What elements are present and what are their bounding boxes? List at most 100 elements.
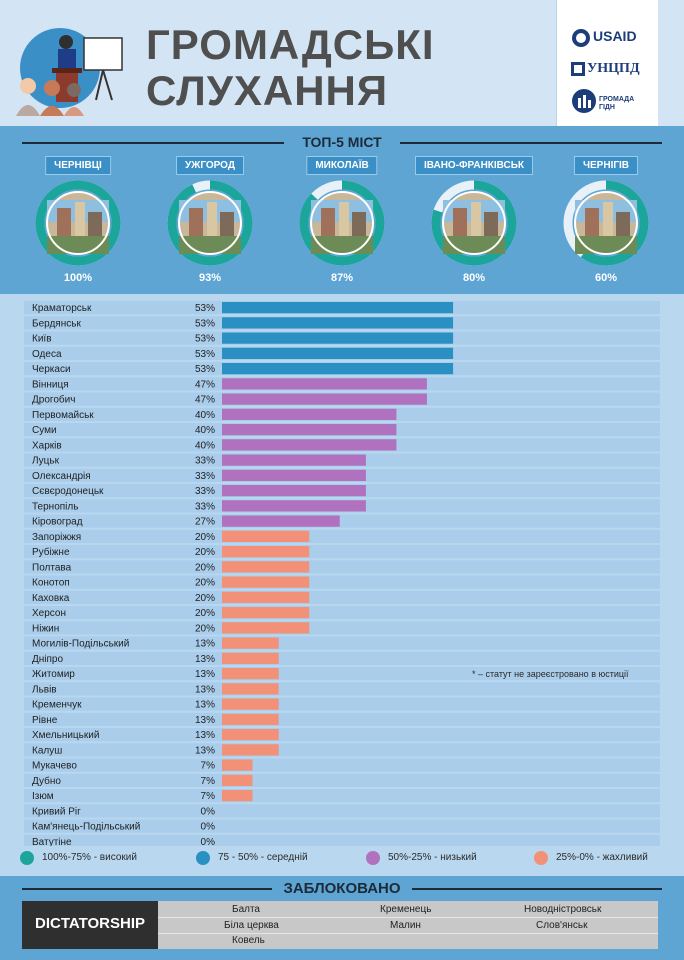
chart-row: Вінниця 47% — [24, 377, 660, 391]
value-label: 20% — [195, 593, 215, 604]
value-label: 27% — [195, 517, 215, 528]
row-track — [24, 682, 660, 696]
legend-swatch-bad — [534, 851, 548, 865]
city-photo-building — [321, 208, 335, 238]
page-title-line2: СЛУХАННЯ — [146, 67, 389, 114]
city-photo-frame — [46, 191, 110, 255]
row-track — [24, 834, 660, 846]
blocked-city: Кременець — [380, 904, 432, 915]
blocked-city: Ковель — [232, 935, 265, 946]
row-track — [24, 575, 660, 589]
blocked-city: Новодністровськ — [524, 904, 602, 915]
ring-progress — [299, 180, 385, 266]
value-label: 7% — [201, 776, 216, 787]
top-city-percent: 93% — [198, 272, 222, 284]
row-track — [24, 728, 660, 742]
city-photo-building — [603, 202, 613, 238]
city-label: Львів — [32, 684, 57, 695]
usaid-logo: USAID — [569, 26, 651, 50]
city-photo-building — [88, 212, 102, 238]
bar — [222, 332, 454, 344]
row-track — [24, 560, 660, 574]
divider — [22, 142, 284, 144]
value-label: 20% — [195, 532, 215, 543]
ranking-bar-chart: Краматорськ 53% Бердянськ 53% Київ 53% Одеса 53… — [24, 301, 660, 846]
city-label: Херсон — [32, 608, 66, 619]
bar — [222, 607, 310, 619]
ggd-logo: ГРОМАДА ГІДН — [569, 88, 651, 116]
value-label: 0% — [201, 822, 216, 833]
legend-swatch-low — [366, 851, 380, 865]
bar — [222, 469, 366, 481]
bar — [222, 500, 366, 512]
ring-progress — [167, 180, 253, 266]
bar — [222, 744, 279, 756]
row-track — [24, 621, 660, 635]
city-label: Ізюм — [32, 791, 54, 802]
ranking-chart: Краматорськ 53% Бердянськ 53% Київ 53% Одеса 53… — [0, 294, 684, 876]
value-label: 20% — [195, 608, 215, 619]
row-track — [24, 697, 660, 711]
city-label: Мукачево — [32, 761, 77, 772]
row-track — [24, 636, 660, 650]
city-label: Ватутіне — [32, 837, 72, 846]
bar — [222, 424, 397, 436]
bar — [222, 408, 397, 420]
chart-row: Львів 13% — [24, 682, 660, 696]
row-track — [24, 590, 660, 604]
chart-row: Кам'янець-Подільський 0% — [24, 819, 660, 833]
blocked-city: Малин — [390, 920, 421, 931]
top-city-3: МИКОЛАЇВ 87% — [282, 156, 402, 288]
legend-label: 50%-25% - низький — [388, 852, 477, 863]
top-city-5: ЧЕРНІГІВ 60% — [546, 156, 666, 288]
top-city-percent: 80% — [462, 272, 486, 284]
value-label: 13% — [195, 639, 215, 650]
bar — [222, 347, 454, 359]
divider — [400, 142, 662, 144]
city-label: Каховка — [32, 593, 70, 604]
legend: 100%-75% - високий 75 - 50% - середній 5… — [20, 849, 670, 867]
row-track — [24, 819, 660, 833]
city-label: Олександрія — [32, 471, 91, 482]
chart-row: Конотоп 20% — [24, 575, 660, 589]
city-label: Бердянськ — [32, 318, 81, 329]
row-track — [24, 514, 660, 528]
chart-row: Тернопіль 33% — [24, 499, 660, 513]
top-city-name: МИКОЛАЇВ — [306, 156, 378, 175]
value-label: 33% — [195, 486, 215, 497]
partner-logos: USAID УНЦПД ГРОМАДА ГІДН — [556, 0, 658, 126]
city-label: Дніпро — [32, 654, 63, 665]
value-label: 20% — [195, 562, 215, 573]
bar — [222, 393, 427, 405]
bar — [222, 546, 310, 558]
blocked-cities-box: Балта Біла церква Ковель Кременець Малин… — [158, 901, 658, 949]
top-city-ring — [167, 180, 253, 266]
city-label: Суми — [32, 425, 57, 436]
bar — [222, 454, 366, 466]
row-track — [24, 743, 660, 757]
value-label: 13% — [195, 730, 215, 741]
city-photo-building — [352, 212, 366, 238]
value-label: 33% — [195, 471, 215, 482]
chart-row: Дрогобич 47% — [24, 392, 660, 406]
bar — [222, 637, 279, 649]
bar — [222, 530, 310, 542]
city-label: Конотоп — [32, 578, 70, 589]
chart-row: Одеса 53% — [24, 346, 660, 360]
bar — [222, 698, 279, 710]
chart-row: Київ 53% — [24, 331, 660, 345]
city-label: Могилів-Подільський — [32, 639, 129, 650]
bar — [222, 622, 310, 634]
blocked-title: ЗАБЛОКОВАНО — [283, 880, 401, 897]
city-label: Черкаси — [32, 364, 71, 375]
usaid-seal-icon — [572, 29, 590, 47]
city-photo-building — [339, 202, 349, 238]
city-photo-building — [616, 212, 630, 238]
city-photo-building — [471, 202, 481, 238]
row-track — [24, 667, 660, 681]
value-label: 40% — [195, 410, 215, 421]
city-photo-frame — [178, 191, 242, 255]
bar — [222, 591, 310, 603]
ring-progress — [431, 180, 517, 266]
value-label: 20% — [195, 547, 215, 558]
